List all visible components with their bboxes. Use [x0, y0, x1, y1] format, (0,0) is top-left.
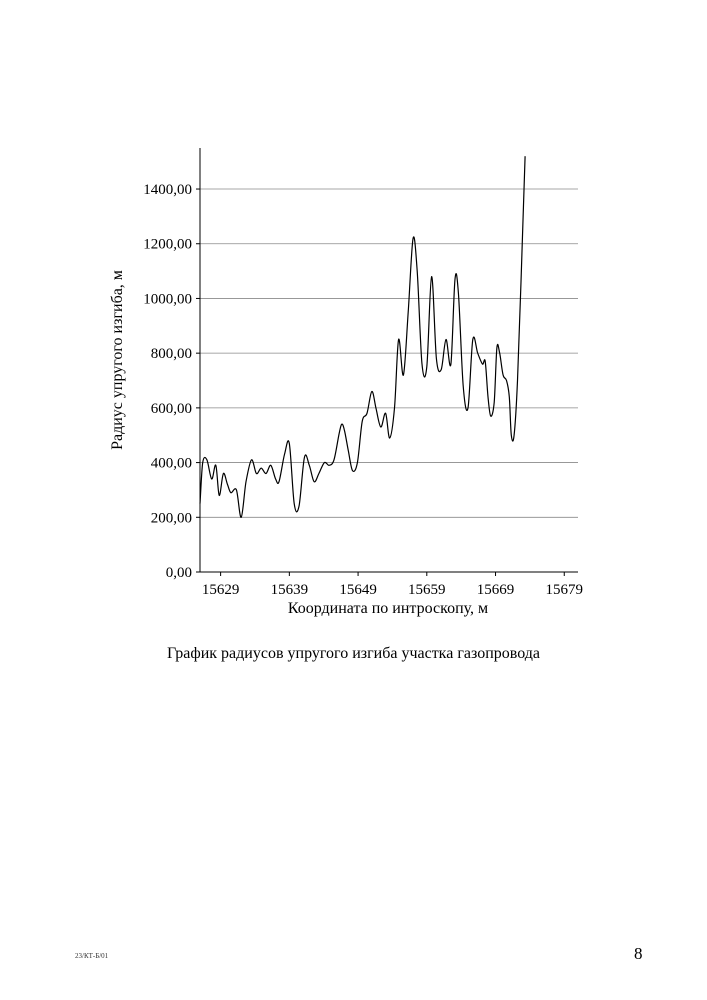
y-tick-label: 600,00 — [151, 401, 192, 417]
document-code: 23/КТ-Б/01 — [75, 952, 108, 960]
y-axis-title: Радиус упругого изгиба, м — [109, 270, 126, 450]
x-tick-label: 15669 — [477, 582, 515, 598]
series-line-0 — [200, 156, 525, 517]
axes — [200, 148, 578, 572]
y-tick-label: 200,00 — [151, 510, 192, 526]
grid-lines — [200, 189, 578, 517]
y-tick-label: 1200,00 — [143, 237, 192, 253]
x-tick-label: 15679 — [546, 582, 584, 598]
y-tick-label: 800,00 — [151, 346, 192, 362]
y-tick-label: 1000,00 — [143, 291, 192, 307]
y-tick-label: 1400,00 — [143, 182, 192, 198]
x-axis-title: Координата по интроскопу, м — [288, 600, 488, 617]
x-tick-label: 15639 — [271, 582, 309, 598]
x-tick-label: 15629 — [202, 582, 240, 598]
page-number: 8 — [634, 944, 643, 964]
x-axis-ticks: 15629 15639 15649 15659 15669 15679 — [202, 572, 583, 598]
y-axis-ticks: 0,00 200,00 400,00 600,00 800,00 1000,00 1200,… — [143, 182, 200, 581]
x-tick-label: 15649 — [339, 582, 377, 598]
x-tick-label: 15659 — [408, 582, 446, 598]
y-tick-label: 400,00 — [151, 456, 192, 472]
y-tick-label: 0,00 — [166, 565, 192, 581]
figure-caption: График радиусов упругого изгиба участка … — [0, 645, 707, 663]
series-group — [200, 156, 525, 517]
